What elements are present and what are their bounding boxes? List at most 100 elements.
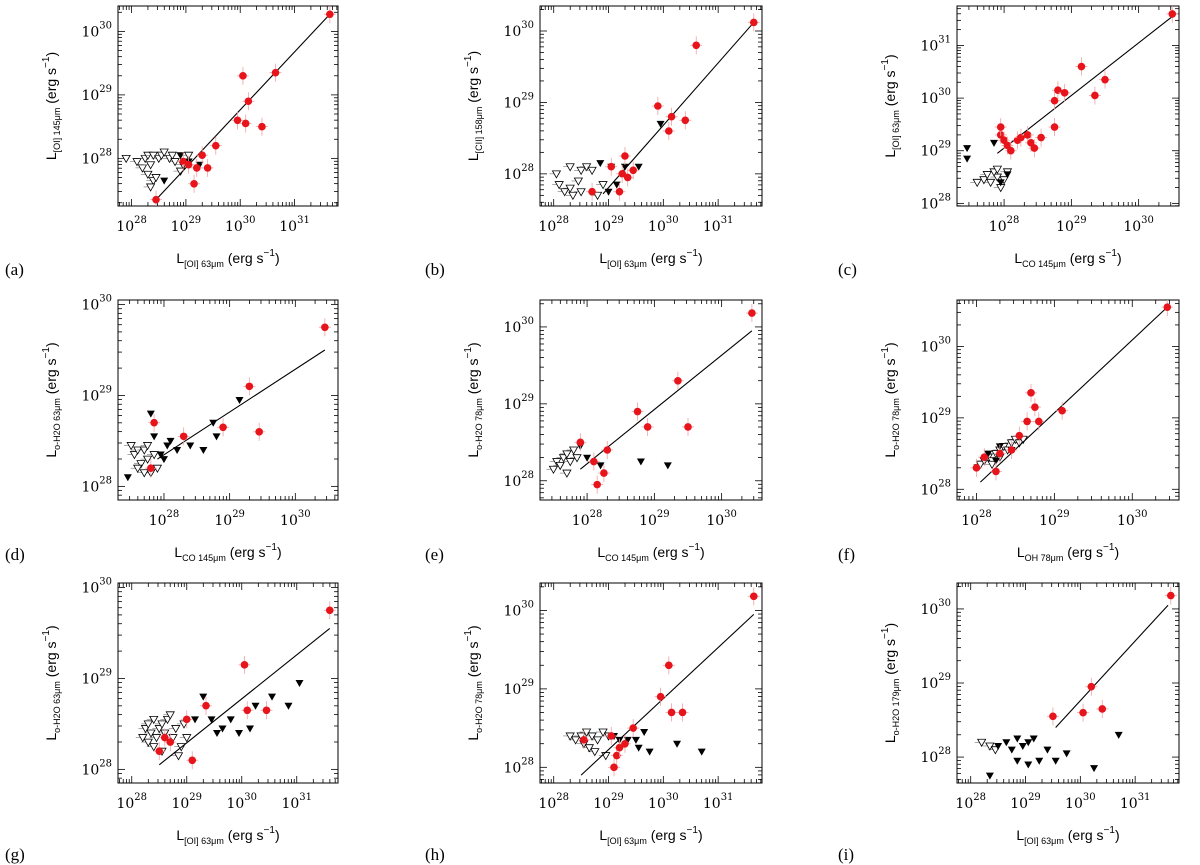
x-tick-label: 1031 xyxy=(703,792,734,812)
detection-point xyxy=(748,309,756,317)
upper-limit-open-marker xyxy=(133,464,143,473)
detection-point xyxy=(667,708,676,717)
detection-point xyxy=(1015,431,1024,440)
upper-limit-marker xyxy=(159,456,168,464)
detection-point xyxy=(160,733,169,742)
upper-limit-marker xyxy=(991,457,1000,465)
detection-point xyxy=(588,187,596,196)
upper-limit-open-marker xyxy=(987,460,997,470)
upper-limit-open-marker xyxy=(573,177,584,186)
upper-limit-marker xyxy=(645,748,654,756)
y-tick-label: 1030 xyxy=(920,335,951,355)
y-tick-label: 1028 xyxy=(81,758,112,778)
x-tick-label: 1028 xyxy=(538,792,569,812)
detection-point xyxy=(1087,682,1096,691)
x-tick-label: 1030 xyxy=(648,215,679,235)
upper-limit-marker xyxy=(268,693,276,701)
detection-point xyxy=(1098,705,1107,713)
upper-limit-open-marker xyxy=(139,469,149,478)
upper-limit-open-marker xyxy=(167,151,178,161)
x-axis-label: LCO 145μm (erg s−1) xyxy=(597,542,704,563)
upper-limit-marker xyxy=(634,163,643,171)
detection-point xyxy=(192,164,201,172)
upper-limit-open-marker xyxy=(551,170,562,179)
x-axis-label: L[OI] 63μm (erg s−1) xyxy=(599,248,702,269)
upper-limit-open-marker xyxy=(142,455,153,464)
upper-limit-open-marker xyxy=(137,164,148,173)
detection-point xyxy=(244,97,253,106)
x-axis-label: LCO 145μm (erg s−1) xyxy=(174,542,281,563)
upper-limit-open-marker xyxy=(143,738,153,747)
upper-limit-open-marker xyxy=(129,451,140,460)
y-tick-label: 1029 xyxy=(920,140,951,160)
x-tick-label: 1029 xyxy=(639,509,670,529)
upper-limit-open-marker xyxy=(979,176,989,185)
detection-point xyxy=(681,116,690,125)
detection-point xyxy=(1030,144,1039,152)
upper-limit-marker xyxy=(1003,171,1012,179)
y-tick-label: 1028 xyxy=(503,163,534,183)
x-tick-label: 1030 xyxy=(648,792,679,812)
upper-limit-open-marker xyxy=(142,442,153,451)
y-tick-label: 1028 xyxy=(81,475,112,495)
upper-limit-open-marker xyxy=(568,191,578,201)
panel-letter: (e) xyxy=(425,545,444,564)
chart-panel-g: 1028 1029 1030 1031 1028 1029 1030 L[OI] 63μm (… xyxy=(5,577,339,864)
detection-point xyxy=(623,173,632,182)
panel-letter: (g) xyxy=(5,845,25,864)
upper-limit-marker xyxy=(640,729,649,737)
fit-line xyxy=(155,13,331,201)
upper-limit-marker xyxy=(1024,761,1033,769)
upper-limit-marker xyxy=(1018,742,1027,750)
chart-panel-d: 1028 1029 1030 1028 1029 1030 LCO 145μm (erg s… xyxy=(5,294,339,564)
data-layer xyxy=(970,300,1174,483)
y-tick-label: 1030 xyxy=(81,577,112,597)
detection-point xyxy=(612,751,621,760)
detection-point xyxy=(321,323,329,332)
upper-limit-open-marker xyxy=(565,184,575,193)
upper-limit-marker xyxy=(1024,739,1033,747)
upper-limit-marker xyxy=(176,152,185,160)
detection-point xyxy=(972,464,981,472)
upper-limit-open-marker xyxy=(145,161,156,170)
plot-frame xyxy=(956,5,1180,207)
detection-point xyxy=(615,743,624,752)
upper-limit-marker xyxy=(186,442,195,450)
y-tick-label: 1028 xyxy=(503,470,534,490)
detection-point xyxy=(607,732,616,740)
detection-point xyxy=(600,469,608,477)
upper-limit-open-marker xyxy=(972,178,982,188)
upper-limit-open-marker xyxy=(183,151,194,161)
upper-limit-marker xyxy=(620,163,629,171)
upper-limit-marker xyxy=(596,160,605,168)
upper-limit-open-marker xyxy=(592,191,603,201)
upper-limit-open-marker xyxy=(133,446,143,455)
upper-limit-marker xyxy=(213,730,221,737)
detection-point xyxy=(1079,708,1087,717)
upper-limit-open-marker xyxy=(562,450,572,459)
x-axis-label: L[OI] 63μm (erg s−1) xyxy=(1016,825,1119,846)
detection-point xyxy=(1050,123,1059,131)
upper-limit-open-marker xyxy=(601,752,611,761)
upper-limit-open-marker xyxy=(985,178,996,188)
data-layer xyxy=(963,6,1179,193)
detection-point xyxy=(1034,417,1043,426)
upper-limit-open-marker xyxy=(138,734,148,743)
detection-point xyxy=(674,376,682,385)
upper-limit-marker xyxy=(160,177,169,185)
upper-limit-marker xyxy=(195,161,204,169)
detection-point xyxy=(667,112,676,121)
upper-limit-open-marker xyxy=(572,454,582,463)
panel-letter: (i) xyxy=(838,845,854,864)
upper-limit-open-marker xyxy=(976,738,987,748)
detection-point xyxy=(184,160,193,169)
upper-limit-open-marker xyxy=(587,166,597,176)
upper-limit-open-marker xyxy=(565,458,575,467)
upper-limit-marker xyxy=(656,120,665,128)
y-axis-label: Lo-H2O 63μm (erg s−1) xyxy=(41,342,62,457)
detection-point xyxy=(1027,389,1035,397)
detection-point xyxy=(607,162,616,171)
upper-limit-open-marker xyxy=(576,166,586,176)
detection-point xyxy=(1168,10,1177,18)
